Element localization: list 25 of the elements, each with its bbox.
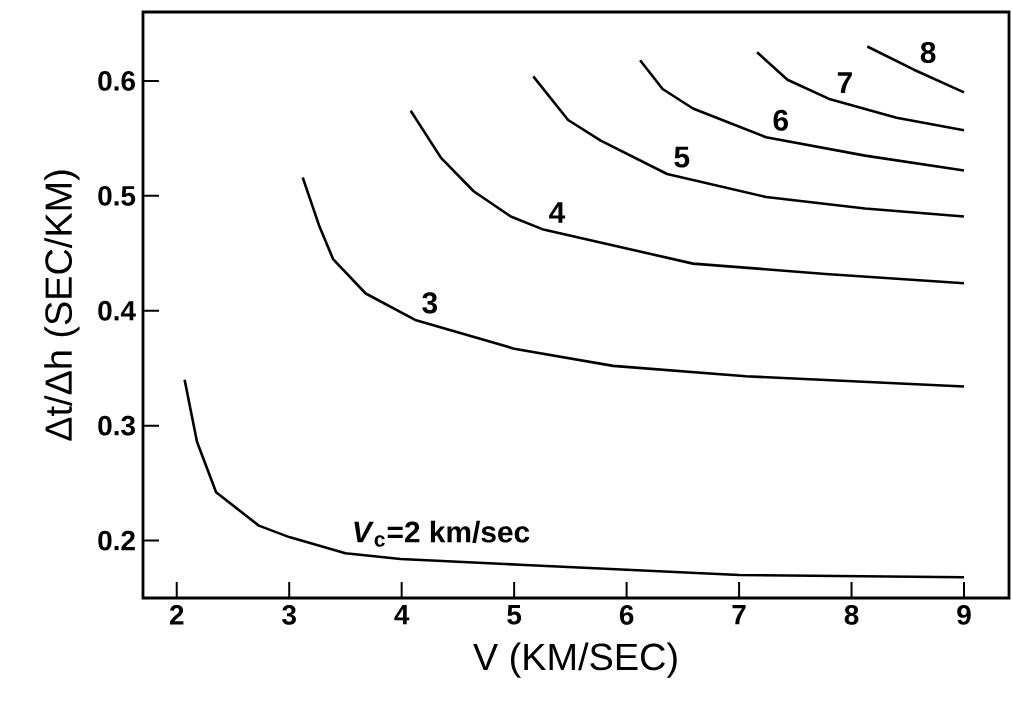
line-series bbox=[409, 109, 966, 285]
line-series bbox=[301, 176, 966, 388]
line-series bbox=[183, 378, 966, 579]
y-tick-label: 0.3 bbox=[98, 415, 135, 436]
y-tick-label: 0.6 bbox=[98, 71, 135, 91]
x-tick-label: 7 bbox=[732, 605, 746, 625]
y-tick-label: 0.5 bbox=[98, 185, 136, 206]
x-tick-label: 8 bbox=[844, 605, 859, 625]
x-tick-label: 3 bbox=[282, 605, 296, 625]
y-axis-title: Δt/Δh (SEC/KM) bbox=[44, 170, 80, 441]
y-tick-label: 0.2 bbox=[98, 530, 135, 551]
series-label: 8 bbox=[920, 41, 936, 64]
x-tick-label: 2 bbox=[169, 605, 184, 625]
series-label: 5 bbox=[674, 146, 690, 168]
x-tick-label: 5 bbox=[507, 605, 522, 625]
series-label: 3 bbox=[422, 292, 438, 314]
x-axis-title: V (KM/SEC) bbox=[473, 642, 677, 678]
series-label: 4 bbox=[549, 202, 566, 223]
y-tick-label: 0.4 bbox=[98, 300, 136, 321]
series-label: 6 bbox=[773, 109, 788, 131]
series-label: V$_{c}$=2 km/sec bbox=[354, 520, 530, 547]
x-tick-label: 6 bbox=[619, 605, 634, 625]
x-tick-label: 4 bbox=[394, 605, 410, 625]
series-label: 7 bbox=[837, 72, 852, 93]
x-tick-label: 9 bbox=[957, 605, 971, 625]
